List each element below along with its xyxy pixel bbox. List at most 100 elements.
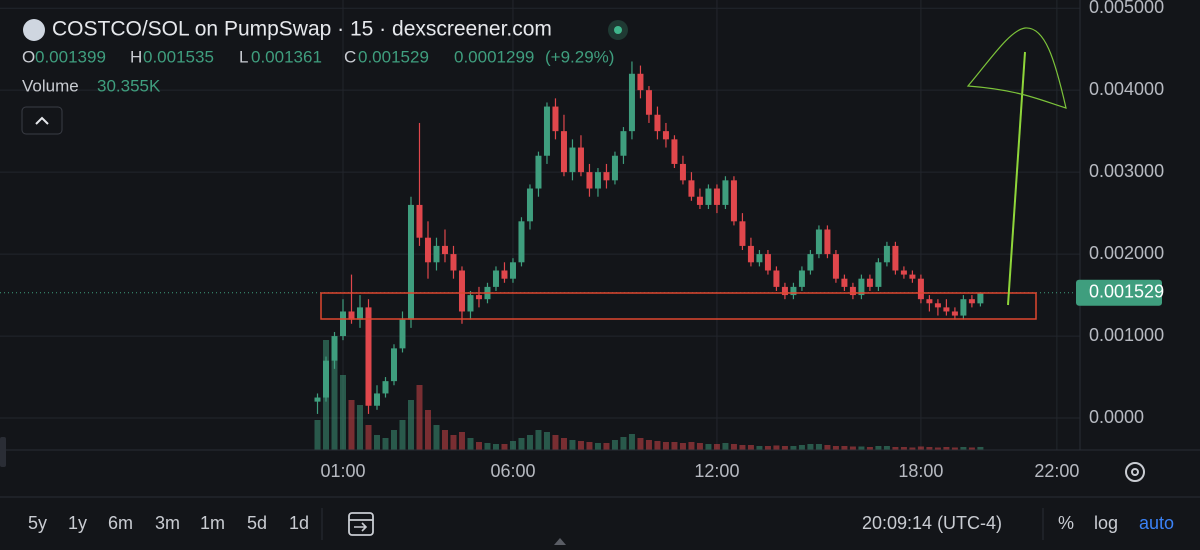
status-dot (614, 26, 622, 34)
volume-bar (824, 445, 831, 450)
candle-body (382, 381, 389, 394)
candle-body (917, 278, 924, 300)
candle-body (909, 274, 916, 279)
volume-bar (501, 444, 508, 450)
volume-bar (620, 437, 627, 450)
candle-body (960, 299, 967, 316)
volume-bar (399, 420, 406, 450)
volume-bar (696, 443, 703, 450)
calendar-button[interactable] (348, 512, 374, 536)
candle-body (713, 188, 720, 205)
volume-bar (713, 444, 720, 450)
candle-body (620, 131, 627, 156)
volume-bar (424, 410, 431, 450)
candle-body (552, 106, 559, 132)
volume-bar (340, 375, 347, 450)
candle-body (577, 147, 584, 173)
change-percent: (+9.29%) (545, 47, 614, 66)
candle-body (569, 147, 576, 173)
x-tick-label: 22:00 (1034, 461, 1079, 481)
volume-bar (900, 447, 907, 450)
volume-bar (722, 443, 729, 450)
volume-bar (586, 442, 593, 450)
candle-body (543, 106, 550, 156)
volume-bar (909, 447, 916, 450)
volume-bar (688, 442, 695, 450)
volume-bar (934, 447, 941, 450)
candle-body (705, 188, 712, 205)
volume-bar (467, 438, 474, 450)
candle-body (730, 180, 737, 222)
volume-bar (832, 446, 839, 450)
edge-handle (0, 437, 6, 467)
calendar-icon (354, 522, 368, 532)
volume-bar (637, 438, 644, 450)
candle-body (637, 73, 644, 91)
candle-body (594, 172, 601, 189)
candle-body (866, 278, 873, 287)
volume-bar (739, 445, 746, 450)
candle-body (535, 155, 542, 189)
candle-body (357, 307, 363, 320)
candle-body (722, 180, 729, 205)
candle-body (790, 286, 797, 296)
candle-body (340, 311, 347, 337)
volume-bar (679, 443, 686, 450)
auto-toggle[interactable]: auto (1139, 513, 1174, 533)
volume-bar (577, 441, 584, 450)
candle-body (934, 303, 941, 308)
candle-body (977, 292, 984, 304)
ohlc-key: H (130, 47, 142, 66)
candle-body (314, 397, 321, 402)
ohlc-value: 0.001529 (358, 47, 429, 66)
candle-body (373, 393, 380, 406)
candle-body (450, 254, 457, 271)
volume-bar (917, 446, 924, 450)
candle-body (671, 139, 678, 164)
volume-bar (509, 441, 516, 450)
candle-body (798, 270, 805, 287)
volume-bar (390, 430, 397, 450)
volume-bar (552, 435, 559, 450)
candle-body (424, 237, 431, 263)
volume-bar (892, 447, 899, 450)
ohlc-key: O (22, 47, 35, 66)
candle-body (348, 311, 355, 320)
volume-bar (543, 432, 550, 450)
candle-body (399, 319, 406, 349)
collapse-button[interactable] (21, 106, 63, 135)
range-button[interactable]: 6m (108, 513, 133, 533)
percent-toggle[interactable]: % (1058, 513, 1074, 533)
candle-body (475, 295, 482, 300)
candle-body (509, 262, 516, 279)
y-tick-label: 0.004000 (1089, 79, 1164, 99)
settings-button[interactable] (1125, 462, 1145, 482)
log-toggle[interactable]: log (1094, 513, 1118, 533)
chevron-icon (35, 116, 49, 125)
candle-body (407, 204, 414, 320)
candle-body (815, 229, 822, 255)
candle-body (323, 360, 330, 398)
volume-bar (645, 440, 652, 450)
clock: 20:09:14 (UTC-4) (862, 513, 1002, 533)
candle-body (764, 254, 771, 271)
range-button[interactable]: 1d (289, 513, 309, 533)
x-tick-label: 06:00 (490, 461, 535, 481)
volume-bar (705, 444, 712, 450)
candle-body (331, 336, 338, 361)
ohlc-value: 0.001361 (251, 47, 322, 66)
ohlc-value: 0.001399 (35, 47, 106, 66)
range-button[interactable]: 3m (155, 513, 180, 533)
volume-bar (858, 446, 865, 450)
volume-bar (357, 405, 363, 450)
range-button[interactable]: 1m (200, 513, 225, 533)
volume-bar (611, 440, 618, 450)
candle-body (781, 286, 788, 296)
range-button[interactable]: 5y (28, 513, 47, 533)
y-tick-label: 0.0000 (1089, 407, 1144, 427)
volume-bar (569, 440, 576, 450)
range-button[interactable]: 1y (68, 513, 87, 533)
range-button[interactable]: 5d (247, 513, 267, 533)
volume-bar (484, 443, 491, 450)
